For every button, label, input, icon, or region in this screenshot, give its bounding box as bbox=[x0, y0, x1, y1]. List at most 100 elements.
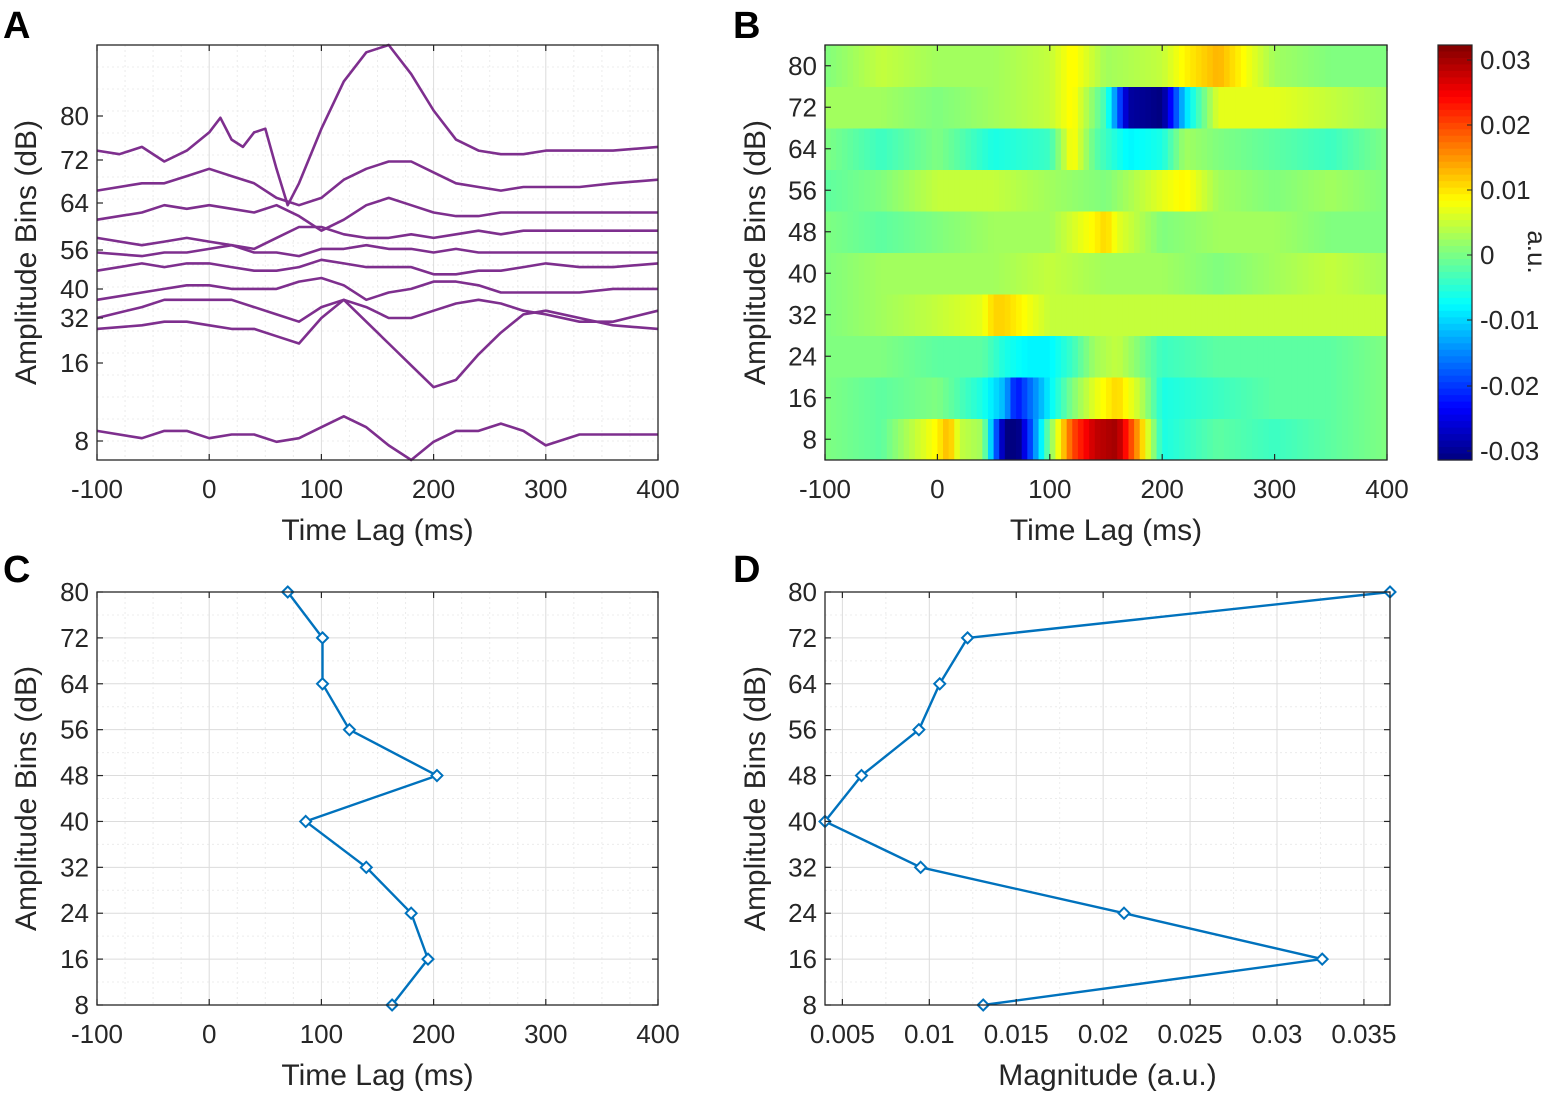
heatmap-cell bbox=[960, 170, 966, 212]
colorbar-segment bbox=[1438, 408, 1472, 415]
heatmap-cell bbox=[1027, 45, 1033, 87]
heatmap-cell bbox=[1247, 211, 1253, 253]
heatmap-cell bbox=[1185, 87, 1191, 129]
heatmap-cell bbox=[1230, 336, 1236, 378]
heatmap-cell bbox=[1359, 87, 1365, 129]
heatmap-cell bbox=[1095, 294, 1101, 336]
colorbar-segment bbox=[1438, 110, 1472, 117]
heatmap-cell bbox=[1190, 211, 1196, 253]
heatmap-cell bbox=[1089, 253, 1095, 295]
heatmap-cell bbox=[904, 87, 910, 129]
heatmap-cell bbox=[1196, 211, 1202, 253]
heatmap-cell bbox=[1202, 128, 1208, 170]
heatmap-cell bbox=[1336, 294, 1342, 336]
heatmap-cell bbox=[1010, 211, 1016, 253]
heatmap-cell bbox=[1061, 253, 1067, 295]
y-tick-label: 16 bbox=[60, 944, 89, 974]
heatmap-cell bbox=[1207, 87, 1213, 129]
heatmap-cell bbox=[1173, 87, 1179, 129]
heatmap-cell bbox=[1095, 211, 1101, 253]
heatmap-cell bbox=[1162, 294, 1168, 336]
colorbar-segment bbox=[1438, 389, 1472, 396]
heatmap-cell bbox=[1202, 211, 1208, 253]
heatmap-cell bbox=[853, 87, 859, 129]
heatmap-cell bbox=[1376, 45, 1382, 87]
heatmap-cell bbox=[1016, 170, 1022, 212]
heatmap-cell bbox=[887, 170, 893, 212]
heatmap-cell bbox=[1022, 128, 1028, 170]
heatmap-cell bbox=[904, 128, 910, 170]
colorbar-segment bbox=[1438, 175, 1472, 182]
y-tick-label: 56 bbox=[788, 175, 817, 205]
y-tick-label: 8 bbox=[75, 426, 89, 456]
heatmap-cell bbox=[1280, 419, 1286, 461]
heatmap-row-48db bbox=[825, 253, 1388, 295]
heatmap-cell bbox=[1050, 87, 1056, 129]
heatmap-cell bbox=[1168, 419, 1174, 461]
heatmap-cell bbox=[1247, 336, 1253, 378]
heatmap-cell bbox=[988, 253, 994, 295]
heatmap-cell bbox=[1348, 45, 1354, 87]
colorbar-segment bbox=[1438, 77, 1472, 84]
colorbar-segment bbox=[1438, 337, 1472, 344]
y-tick-label: 72 bbox=[60, 623, 89, 653]
heatmap-cell bbox=[1320, 377, 1326, 419]
heatmap-cell bbox=[949, 294, 955, 336]
heatmap-cell bbox=[1230, 253, 1236, 295]
heatmap-cell bbox=[870, 211, 876, 253]
heatmap-cell bbox=[1342, 170, 1348, 212]
heatmap-cell bbox=[1190, 294, 1196, 336]
heatmap-cell bbox=[887, 211, 893, 253]
heatmap-cell bbox=[1376, 419, 1382, 461]
heatmap-cell bbox=[1072, 128, 1078, 170]
y-tick-label: 56 bbox=[788, 715, 817, 745]
heatmap-cell bbox=[926, 211, 932, 253]
x-tick-label: -100 bbox=[799, 474, 851, 504]
heatmap-cell bbox=[1005, 128, 1011, 170]
heatmap-cell bbox=[1213, 45, 1219, 87]
heatmap-cell bbox=[836, 294, 842, 336]
heatmap-cell bbox=[954, 419, 960, 461]
heatmap-cell bbox=[1247, 253, 1253, 295]
heatmap-cell bbox=[1370, 128, 1376, 170]
heatmap-cell bbox=[949, 211, 955, 253]
heatmap-cell bbox=[999, 377, 1005, 419]
heatmap-cell bbox=[1005, 170, 1011, 212]
heatmap-cell bbox=[909, 128, 915, 170]
heatmap-cell bbox=[847, 253, 853, 295]
heatmap-cell bbox=[859, 253, 865, 295]
heatmap-cell bbox=[1213, 87, 1219, 129]
heatmap-cell bbox=[960, 419, 966, 461]
x-axis-label: Magnitude (a.u.) bbox=[998, 1059, 1216, 1092]
heatmap-cell bbox=[1331, 170, 1337, 212]
heatmap-cell bbox=[1050, 45, 1056, 87]
heatmap-cell bbox=[1078, 170, 1084, 212]
heatmap-cell bbox=[1320, 211, 1326, 253]
heatmap-cell bbox=[1157, 377, 1163, 419]
heatmap-cell bbox=[831, 419, 837, 461]
heatmap-cell bbox=[1010, 336, 1016, 378]
x-tick-label: 300 bbox=[524, 474, 567, 504]
y-axis-label: Amplitude Bins (dB) bbox=[739, 120, 772, 385]
colorbar-tick-label: -0.03 bbox=[1480, 436, 1539, 466]
heatmap-cell bbox=[1100, 377, 1106, 419]
heatmap-cell bbox=[915, 128, 921, 170]
colorbar-segment bbox=[1438, 168, 1472, 175]
heatmap-cell bbox=[1196, 419, 1202, 461]
heatmap-cell bbox=[1263, 336, 1269, 378]
heatmap-cell bbox=[1010, 377, 1016, 419]
heatmap-cell bbox=[1297, 87, 1303, 129]
heatmap-cell bbox=[1151, 87, 1157, 129]
heatmap-cell bbox=[1022, 87, 1028, 129]
heatmap-cell bbox=[1100, 170, 1106, 212]
heatmap-cell bbox=[1235, 336, 1241, 378]
heatmap-cell bbox=[898, 336, 904, 378]
colorbar-segment bbox=[1438, 324, 1472, 331]
heatmap-cell bbox=[842, 253, 848, 295]
heatmap-cell bbox=[831, 128, 837, 170]
heatmap-cell bbox=[1050, 170, 1056, 212]
heatmap-cell bbox=[1027, 336, 1033, 378]
heatmap-cell bbox=[1230, 45, 1236, 87]
heatmap-cell bbox=[1252, 87, 1258, 129]
x-tick-label: 100 bbox=[1028, 474, 1071, 504]
